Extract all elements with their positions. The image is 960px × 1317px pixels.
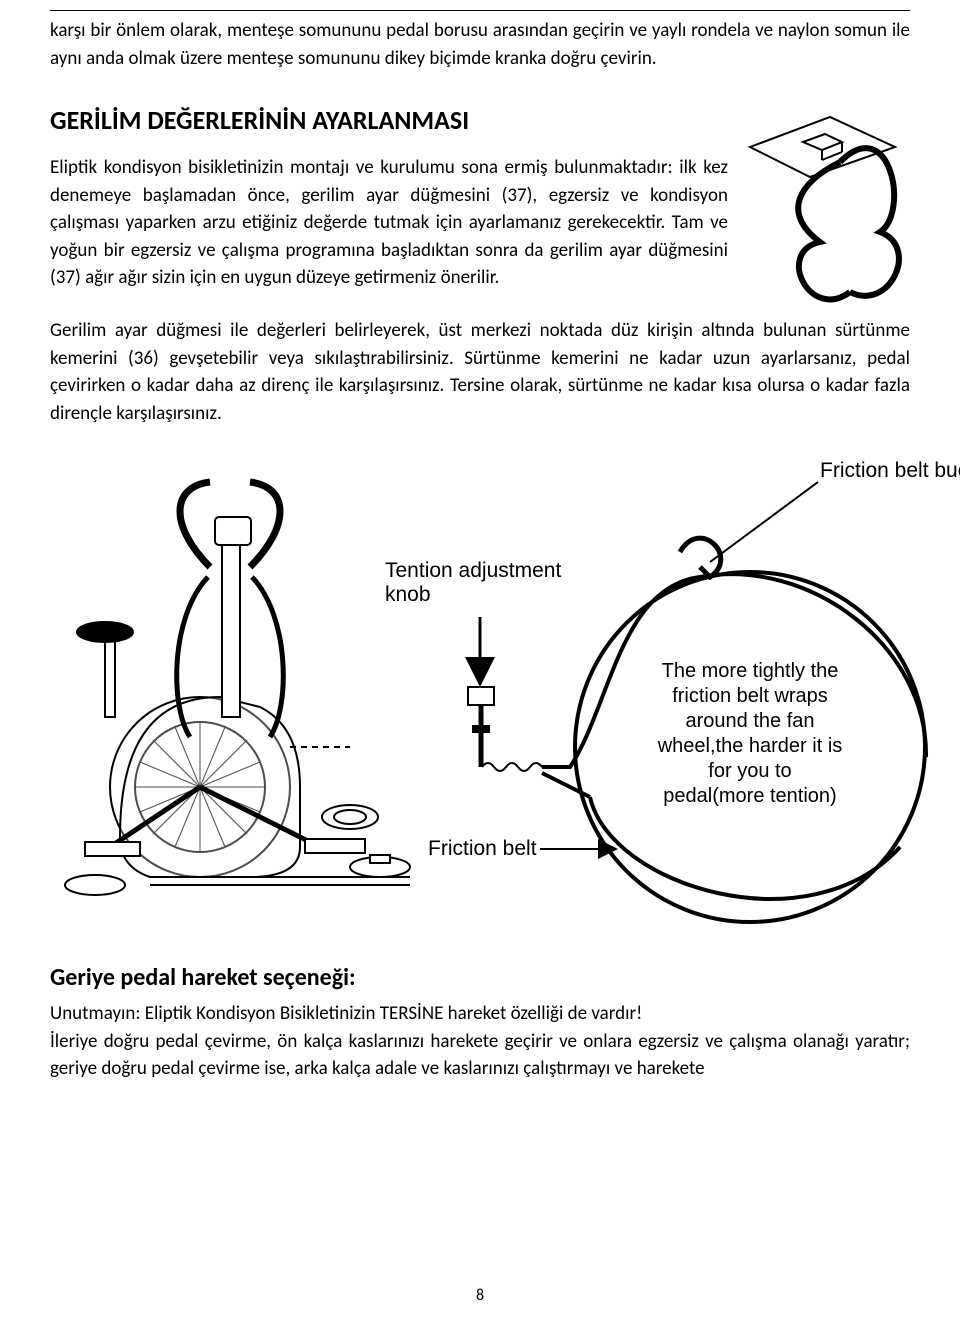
page: karşı bir önlem olarak, menteşe somununu… <box>0 0 960 1317</box>
top-rule <box>50 10 910 11</box>
sub-heading: Geriye pedal hareket seçeneği: <box>50 963 910 992</box>
spring <box>482 763 542 771</box>
svg-text:Tention adjustment: Tention adjustment <box>385 559 561 582</box>
knob-shape <box>468 687 494 705</box>
page-number: 8 <box>0 1286 960 1305</box>
svg-text:friction belt wraps: friction belt wraps <box>672 685 828 707</box>
label-friction-belt: Friction belt <box>428 837 537 860</box>
section-para-2: Gerilim ayar düğmesi ile değerleri belir… <box>50 317 910 427</box>
svg-text:around the fan: around the fan <box>686 710 815 732</box>
svg-text:knob: knob <box>385 583 431 606</box>
elliptical-drawing <box>65 482 410 895</box>
knob-clamp <box>472 725 490 733</box>
sub-line-2: İleriye doğru pedal çevirme, ön kalça ka… <box>50 1028 910 1083</box>
svg-text:for you to: for you to <box>708 760 791 782</box>
belt-outer-bottom <box>590 797 900 899</box>
sub-line-1: Unutmayın: Eliptik Kondisyon Bisikletini… <box>50 1000 910 1028</box>
svg-text:The more tightly the: The more tightly the <box>662 660 839 682</box>
knob-mini-illustration <box>740 92 910 317</box>
intro-paragraph: karşı bir önlem olarak, menteşe somununu… <box>50 17 910 72</box>
svg-text:pedal(more tention): pedal(more tention) <box>663 785 836 807</box>
section-block: GERİLİM DEĞERLERİNİN AYARLANMASI Eliptik… <box>50 92 910 317</box>
leader-buckle <box>710 482 818 562</box>
svg-text:wheel,the harder it is: wheel,the harder it is <box>657 735 843 757</box>
label-friction-belt-buckle: Friction belt buckle <box>820 459 960 482</box>
main-diagram: Friction belt buckle Tention adjustment … <box>50 447 960 927</box>
wheel-info-text: The more tightly the friction belt wraps… <box>657 660 843 807</box>
label-tension-knob: Tention adjustment knob <box>385 559 561 606</box>
